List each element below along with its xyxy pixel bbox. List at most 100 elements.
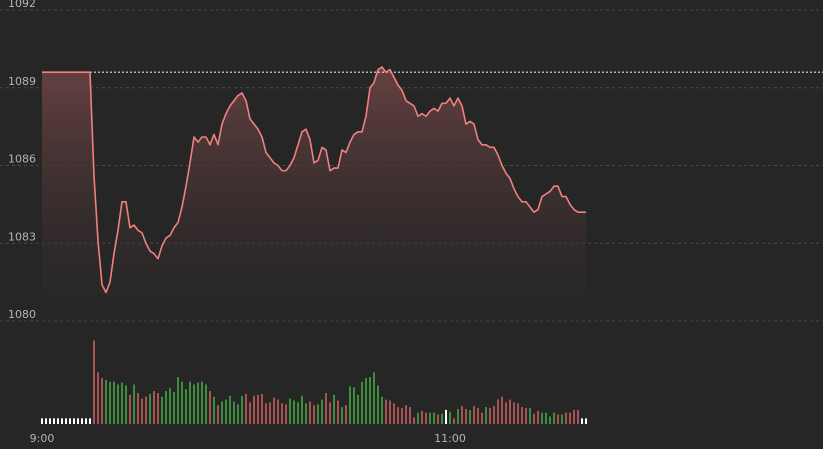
volume-bar [161, 396, 163, 424]
volume-bar [353, 387, 355, 424]
volume-bar [437, 414, 439, 424]
volume-bar [465, 408, 467, 424]
volume-bar [525, 408, 527, 424]
volume-bar [189, 381, 191, 424]
volume-bar [425, 412, 427, 424]
price-point [297, 144, 298, 145]
volume-bar [321, 399, 323, 424]
volume-bar [225, 399, 227, 424]
volume-bar [125, 385, 127, 424]
volume-bar [93, 340, 95, 424]
volume-bar [373, 372, 375, 424]
volume-bar [49, 418, 51, 424]
price-point [393, 77, 394, 78]
volume-bar [441, 413, 443, 424]
volume-bar [377, 385, 379, 424]
volume-bar [97, 372, 99, 424]
price-point [157, 258, 158, 259]
volume-bar [417, 412, 419, 424]
price-point [345, 152, 346, 153]
price-point [141, 232, 142, 233]
volume-bar [245, 393, 247, 424]
price-point [473, 123, 474, 124]
y-tick-label: 1089 [8, 75, 36, 88]
volume-bar [261, 393, 263, 424]
price-point [305, 129, 306, 130]
price-point [421, 113, 422, 114]
price-point [161, 245, 162, 246]
price-point [253, 123, 254, 124]
volume-bar [557, 414, 559, 424]
volume-bar [129, 394, 131, 424]
price-point [65, 72, 66, 73]
price-point [405, 100, 406, 101]
volume-bar [229, 395, 231, 424]
price-point [197, 142, 198, 143]
volume-bar [277, 399, 279, 424]
volume-bar [73, 418, 75, 424]
price-point [433, 108, 434, 109]
volume-bar [517, 403, 519, 424]
volume-bar [421, 410, 423, 424]
price-point [269, 157, 270, 158]
price-point [145, 243, 146, 244]
volume-bar [345, 405, 347, 424]
volume-bar [153, 391, 155, 424]
price-point [401, 90, 402, 91]
price-point [413, 105, 414, 106]
volume-bar [501, 396, 503, 424]
volume-bar [89, 418, 91, 424]
volume-bar [137, 392, 139, 424]
price-point [553, 186, 554, 187]
price-point [265, 152, 266, 153]
price-point [261, 136, 262, 137]
volume-bar [457, 408, 459, 424]
price-point [557, 186, 558, 187]
volume-bar [121, 382, 123, 424]
price-point [97, 240, 98, 241]
volume-bar [285, 404, 287, 424]
volume-bar [577, 409, 579, 424]
price-point [313, 162, 314, 163]
price-point [57, 72, 58, 73]
price-point [361, 131, 362, 132]
y-tick-label: 1086 [8, 153, 36, 166]
price-point [477, 139, 478, 140]
price-point [585, 212, 586, 213]
volume-bar [485, 407, 487, 424]
price-point [209, 144, 210, 145]
price-point [541, 196, 542, 197]
volume-bar [141, 398, 143, 424]
volume-bar [565, 412, 567, 424]
volume-bar [341, 407, 343, 424]
y-tick-label: 1083 [8, 230, 36, 243]
price-point [117, 230, 118, 231]
volume-bar [493, 406, 495, 424]
volume-bar [333, 394, 335, 424]
price-point [185, 186, 186, 187]
volume-bar [349, 386, 351, 424]
volume-bar [317, 404, 319, 424]
price-point [221, 123, 222, 124]
volume-bar [385, 399, 387, 424]
volume-bar [105, 379, 107, 424]
volume-bar [553, 412, 555, 424]
price-point [457, 98, 458, 99]
price-point [577, 212, 578, 213]
volume-bar [61, 418, 63, 424]
volume-bar [241, 395, 243, 424]
volume-bar [289, 398, 291, 424]
volume-bar [305, 403, 307, 424]
price-point [225, 113, 226, 114]
price-point [205, 136, 206, 137]
price-point [529, 206, 530, 207]
price-point [121, 201, 122, 202]
volume-bar [149, 393, 151, 424]
volume-bar [329, 402, 331, 424]
volume-bar [41, 418, 43, 424]
price-point [245, 100, 246, 101]
volume-bar [561, 414, 563, 424]
volume-bar [209, 391, 211, 424]
volume-bar [429, 412, 431, 424]
volume-bar [489, 408, 491, 424]
